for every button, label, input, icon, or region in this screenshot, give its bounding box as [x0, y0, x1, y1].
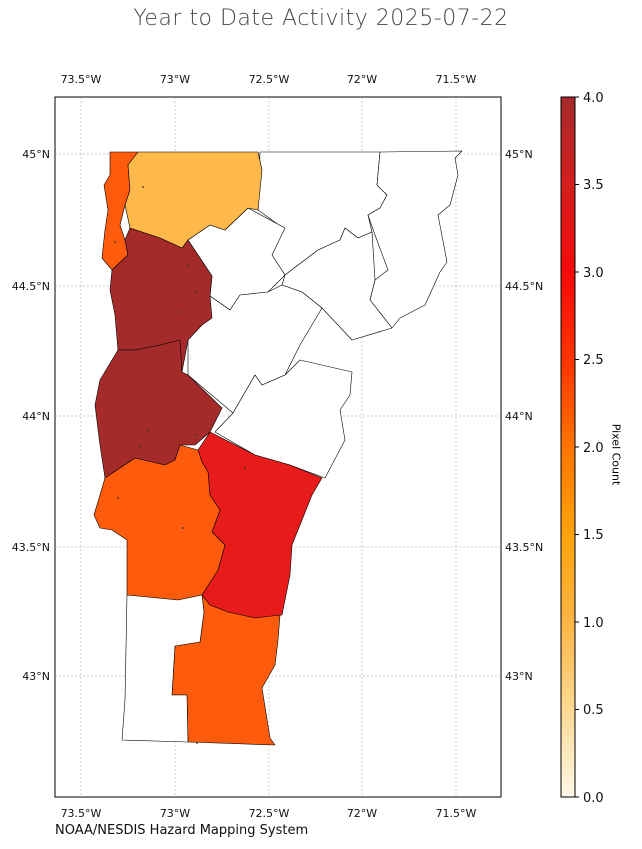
- lon-tick-label: 72°W: [347, 807, 377, 820]
- colorbar-tick-label: 4.0: [583, 91, 604, 106]
- colorbar-tick-label: 2.5: [583, 353, 604, 368]
- colorbar-tick-label: 1.0: [583, 616, 604, 631]
- lon-tick-label: 72°W: [347, 73, 377, 86]
- lon-tick-label: 72.5°W: [249, 73, 290, 86]
- lat-tick-label: 43°N: [22, 670, 50, 683]
- lon-tick-label: 73.5°W: [61, 807, 102, 820]
- credit-text: NOAA/NESDIS Hazard Mapping System: [55, 823, 309, 838]
- colorbar-label: Pixel Count: [609, 423, 623, 486]
- colorbar-tick-labels: 0.0 0.5 1.0 1.5 2.0 2.5 3.0 3.5 4.0: [583, 91, 604, 806]
- colorbar-ticks: [575, 96, 579, 798]
- map-title: Year to Date Activity 2025-07-22: [133, 6, 509, 31]
- right-lat-labels: 45°N 44.5°N 44°N 43.5°N 43°N: [505, 148, 543, 683]
- colorbar-tick-label: 1.5: [583, 528, 604, 543]
- lon-tick-label: 71.5°W: [436, 807, 477, 820]
- lat-tick-label: 44°N: [22, 410, 50, 423]
- colorbar-tick-label: 0.0: [583, 791, 604, 806]
- left-lat-labels: 45°N 44.5°N 44°N 43.5°N 43°N: [12, 148, 50, 683]
- lat-tick-label: 44.5°N: [505, 280, 543, 293]
- lon-tick-label: 73°W: [160, 73, 190, 86]
- county-rutland: [93, 444, 226, 601]
- lon-tick-label: 73.5°W: [61, 73, 102, 86]
- county-bennington: [121, 594, 205, 743]
- lon-tick-label: 73°W: [160, 807, 190, 820]
- lat-tick-label: 44°N: [505, 410, 533, 423]
- county-essex: [367, 150, 463, 329]
- lat-tick-label: 45°N: [22, 148, 50, 161]
- lat-tick-label: 43.5°N: [12, 541, 50, 554]
- colorbar: [560, 96, 576, 798]
- colorbar-tick-label: 3.5: [583, 178, 604, 193]
- lat-tick-label: 45°N: [505, 148, 533, 161]
- top-lon-labels: 73.5°W 73°W 72.5°W 72°W 71.5°W: [61, 73, 477, 86]
- lat-tick-label: 44.5°N: [12, 280, 50, 293]
- county-addison: [94, 339, 223, 479]
- bottom-lon-labels: 73.5°W 73°W 72.5°W 72°W 71.5°W: [61, 807, 477, 820]
- colorbar-tick-label: 0.5: [583, 703, 604, 718]
- lon-tick-label: 71.5°W: [436, 73, 477, 86]
- colorbar-tick-label: 2.0: [583, 441, 604, 456]
- colorbar-tick-label: 3.0: [583, 266, 604, 281]
- lat-tick-label: 43.5°N: [505, 541, 543, 554]
- detection-points: [114, 186, 246, 744]
- lat-tick-label: 43°N: [505, 670, 533, 683]
- lon-tick-label: 72.5°W: [249, 807, 290, 820]
